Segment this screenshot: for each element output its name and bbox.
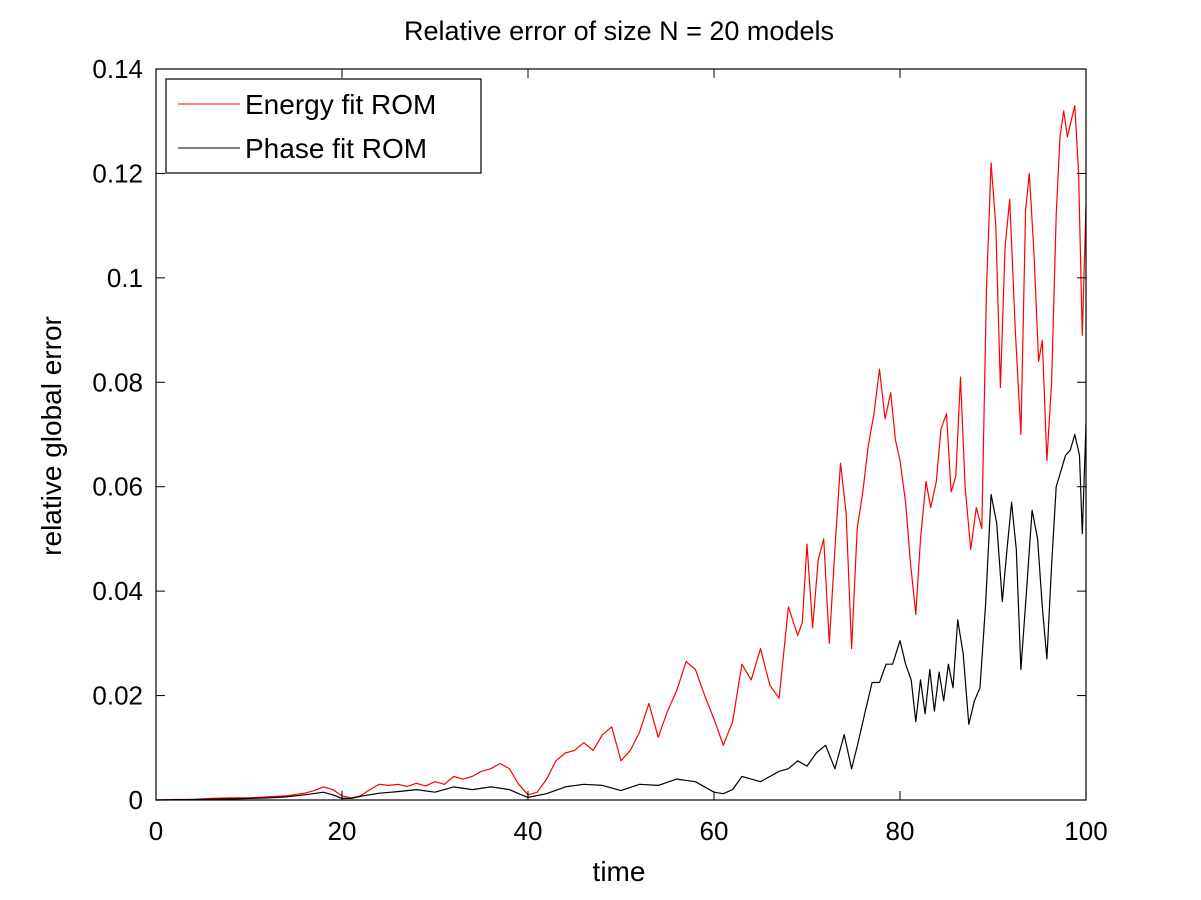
series-line-phase-fit-rom [155, 424, 1087, 801]
x-tick-label: 40 [514, 816, 543, 846]
y-tick-label: 0 [129, 785, 143, 815]
legend-label-energy-fit-rom: Energy fit ROM [245, 89, 436, 120]
x-tick-label: 60 [700, 816, 729, 846]
legend-box [165, 78, 482, 174]
y-tick-label: 0.04 [92, 576, 143, 606]
y-tick-label: 0.1 [107, 263, 143, 293]
x-tick-label: 80 [886, 816, 915, 846]
x-axis-label: time [593, 856, 646, 887]
y-tick-label: 0.06 [92, 472, 143, 502]
series-layer [155, 104, 1087, 801]
x-axis: 0 20 40 60 80 100 [149, 69, 1108, 846]
x-tick-label: 100 [1064, 816, 1107, 846]
chart-title: Relative error of size N = 20 models [404, 16, 834, 46]
y-tick-label: 0.12 [92, 158, 143, 188]
series-line-energy-fit-rom [155, 104, 1087, 801]
legend-label-phase-fit-rom: Phase fit ROM [245, 133, 427, 164]
y-tick-label: 0.08 [92, 367, 143, 397]
x-tick-label: 20 [328, 816, 357, 846]
y-axis-label: relative global error [36, 316, 67, 556]
x-tick-label: 0 [149, 816, 163, 846]
y-tick-label: 0.14 [92, 54, 143, 84]
plot-area [156, 69, 1086, 800]
legend: Energy fit ROM Phase fit ROM [165, 78, 482, 174]
plot-frame [155, 68, 1087, 801]
y-axis: 0 0.02 0.04 0.06 0.08 0.1 0.12 0.14 [92, 54, 1086, 815]
y-tick-label: 0.02 [92, 681, 143, 711]
